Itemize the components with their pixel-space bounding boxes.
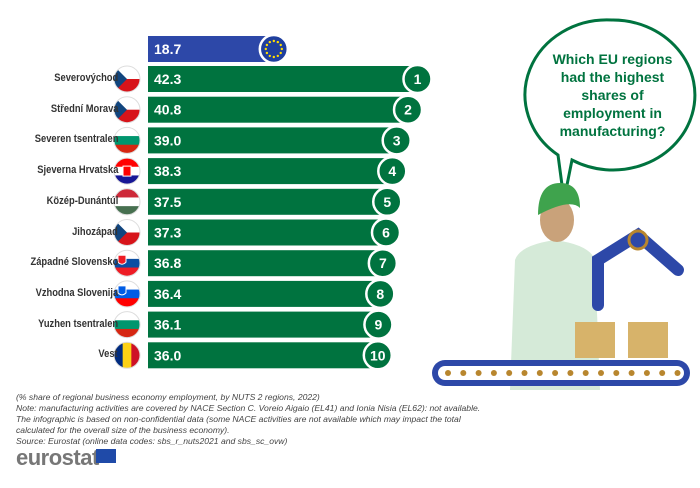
flag-icon-hu: [113, 188, 141, 216]
flag-icon-sk: [113, 249, 141, 277]
rank-label: 9: [375, 317, 383, 333]
category-label: Severovýchod: [54, 72, 118, 84]
subtitle: (% share of regional business economy em…: [16, 392, 320, 402]
flag-icon-cz: [113, 96, 141, 124]
category-label: Severen tsentralen: [34, 133, 118, 146]
bar: [148, 280, 378, 307]
category-label: Jihozápad: [72, 225, 118, 238]
bar: [148, 188, 385, 215]
rank-label: 10: [370, 347, 386, 363]
rank-label: 8: [376, 286, 384, 302]
category-label: Vzhodna Slovenija: [35, 286, 118, 299]
flag-icon-bg: [113, 126, 141, 154]
rank-badge: [367, 247, 399, 279]
rank-label: 4: [388, 163, 396, 179]
value-label: 42.3: [154, 71, 181, 87]
category-label: Yuzhen tsentralen: [37, 317, 118, 330]
speech-bubble: Which EU regions had the highest shares …: [530, 20, 695, 170]
bar: [148, 311, 376, 338]
rank-badge: [370, 217, 402, 248]
rank-badge: [392, 94, 424, 125]
rank-badge: [402, 63, 433, 95]
value-label: 36.1: [154, 317, 181, 333]
speech-bubble-shape: [523, 18, 697, 201]
rank-badge: [372, 186, 403, 218]
eurostat-logo: eurostat: [16, 445, 99, 470]
rank-badge: [362, 340, 394, 371]
category-label: Vest: [98, 348, 118, 361]
rank-badge: [377, 155, 408, 187]
rank-badge: [365, 278, 396, 310]
value-label: 38.3: [154, 163, 181, 179]
flag-icon-ro: [113, 341, 141, 369]
factory-illustration: [432, 18, 697, 390]
chart-notes: (% share of regional business economy em…: [16, 392, 496, 447]
rank-label: 7: [379, 255, 387, 271]
bar: [148, 219, 383, 246]
rank-label: 2: [404, 102, 412, 118]
bar: [148, 96, 406, 123]
value-label: 37.5: [154, 194, 181, 210]
bar: [148, 66, 415, 92]
category-label: Střední Morava: [50, 102, 118, 115]
rank-badge: [381, 125, 412, 156]
eu-value-label: 18.7: [154, 41, 181, 57]
flag-icon-cz: [113, 219, 141, 246]
bar: [148, 127, 394, 154]
rank-label: 6: [382, 225, 390, 241]
rank-label: 3: [393, 132, 401, 148]
category-label: Közép-Dunántúl: [46, 194, 118, 207]
eu-bar: [148, 36, 266, 62]
rank-label: 5: [383, 194, 391, 210]
rank-badge: [363, 309, 394, 340]
value-label: 40.8: [154, 102, 181, 118]
bar-chart: 18.7 1 42.3 2 40.8 3 39.0 4 38.3 5 37.5 6 37.3 7 36.8 8…: [113, 18, 697, 390]
eu-flag-icon: [96, 449, 116, 463]
value-label: 39.0: [154, 132, 181, 148]
eu-flag-icon: [258, 33, 290, 65]
value-label: 36.4: [154, 286, 181, 302]
category-label: Sjeverna Hrvatska: [36, 164, 118, 177]
flag-icon-bg: [113, 311, 141, 339]
value-label: 36.8: [154, 255, 181, 271]
bar: [148, 158, 390, 185]
flag-icon-si: [113, 280, 141, 308]
bar: [148, 342, 375, 369]
note: Note: manufacturing activities are cover…: [16, 403, 481, 435]
flag-icon-cz: [113, 65, 141, 93]
source: Source: Eurostat (online data codes: sbs…: [16, 436, 288, 446]
rank-label: 1: [414, 71, 422, 87]
value-label: 37.3: [154, 225, 181, 241]
category-label: Západné Slovensko: [30, 256, 118, 269]
flag-icon-hr: [113, 157, 141, 185]
bar: [148, 250, 380, 277]
bubble-question: Which EU regions had the highest shares …: [552, 51, 673, 139]
value-label: 36.0: [154, 347, 181, 363]
